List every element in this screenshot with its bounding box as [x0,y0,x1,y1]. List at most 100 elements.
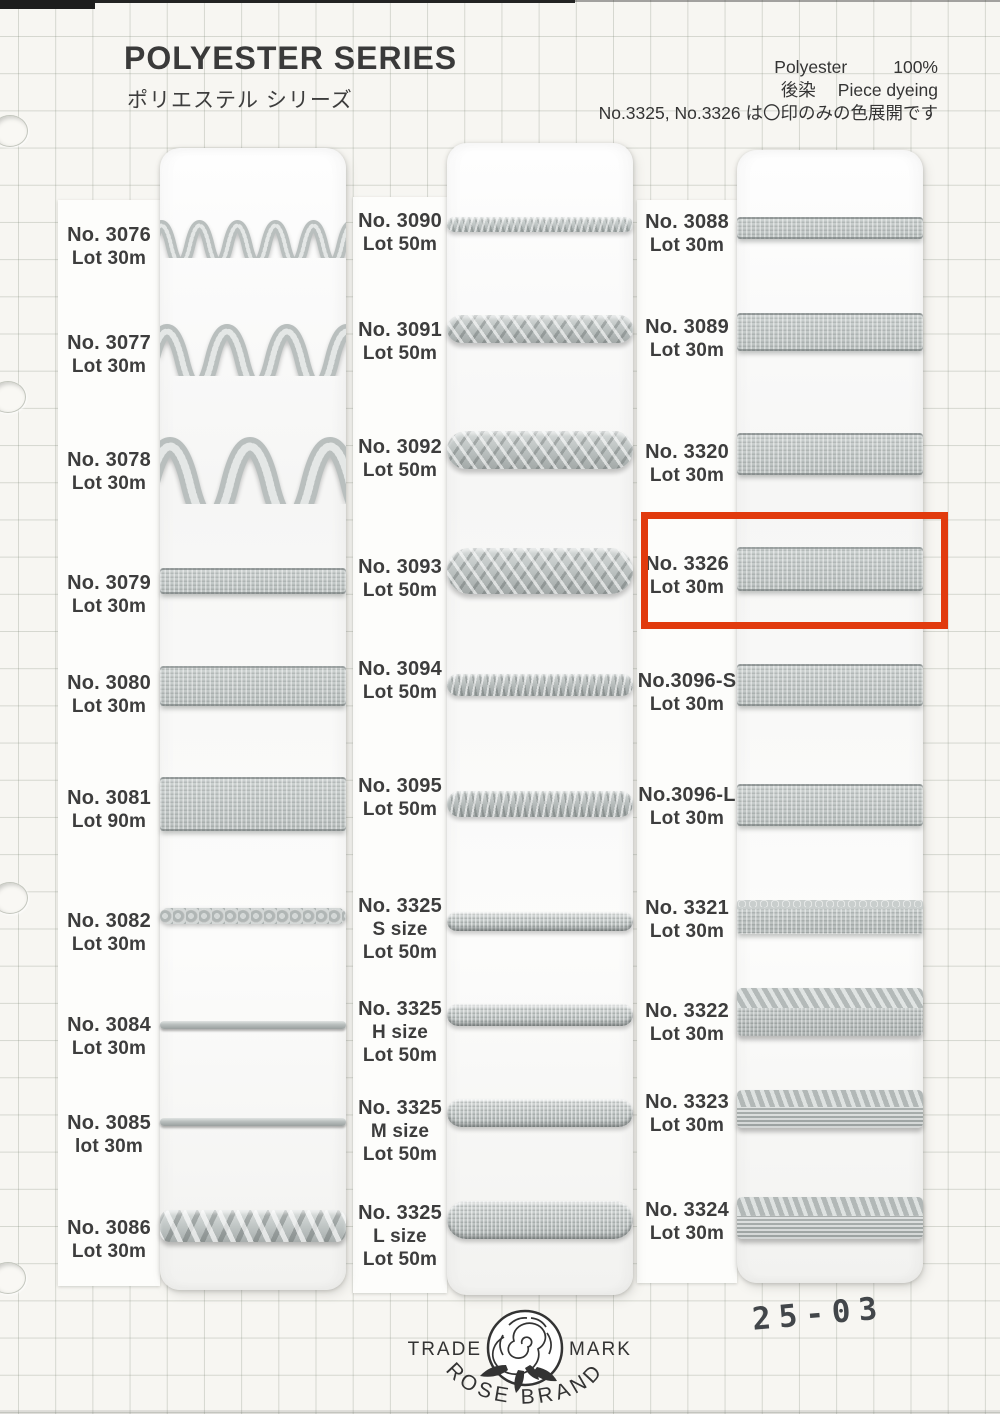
sample-chain-braid [160,908,346,924]
hole-punch [0,115,28,147]
sample-flat-braid [160,568,346,594]
trade-text: TRADE [408,1339,482,1360]
rose-icon [491,1317,552,1376]
item-label: No. 3321 Lot 30m [637,897,737,943]
item-no: No. 3325 [358,1097,442,1119]
composition-row: Polyester 100% [599,56,938,79]
item-label: No. 3078 Lot 30m [58,449,160,495]
item-lot: Lot 30m [649,465,725,486]
ricrac-wave-icon [160,437,346,504]
item-lot: Lot 90m [71,811,147,832]
item-no: No. 3094 [358,658,442,680]
item-label: No. 3084 Lot 30m [58,1014,160,1060]
item-size: L size [373,1226,427,1247]
item-lot: Lot 30m [71,1241,147,1262]
item-label: No. 3088 Lot 30m [637,211,737,257]
item-no: No. 3089 [645,316,729,338]
sample-thick-braided-cord [447,548,633,594]
label-strip-3 [637,200,737,1283]
item-lot: Lot 30m [71,356,147,377]
hole-punch [0,1262,26,1294]
sample-lip-cord [737,988,923,1036]
item-no: No. 3095 [358,775,442,797]
sample-herringbone-cord [447,674,633,696]
sample-herringbone-cord [447,791,633,817]
item-no: No. 3082 [67,910,151,932]
item-lot: Lot 30m [71,248,147,269]
item-no: No. 3321 [645,897,729,919]
item-size: S size [372,919,428,940]
rose-leaves-icon [480,1365,557,1393]
label-strip-2 [353,197,447,1293]
sample-ricrac-medium [160,304,346,376]
item-no: No. 3076 [67,224,151,246]
sample-flat-braid [737,313,923,351]
item-no: No. 3093 [358,556,442,578]
item-label: No. 3089 Lot 30m [637,316,737,362]
item-no: No. 3322 [645,1000,729,1022]
sample-ricrac-small [160,206,346,258]
item-label: No. 3092 Lot 50m [353,436,447,482]
sample-braided-cord [447,431,633,469]
item-no: No. 3091 [358,319,442,341]
item-lot: lot 30m [75,1136,143,1157]
item-label: No. 3320 Lot 30m [637,441,737,487]
item-lot: Lot 30m [71,934,147,955]
sample-flat-braid-highlighted [737,547,923,591]
sample-thick-braid [160,1210,346,1242]
ricrac-wave-icon [160,324,346,376]
hole-punch [0,381,26,413]
item-label: No. 3091 Lot 50m [353,319,447,365]
item-label: No. 3085 lot 30m [58,1112,160,1158]
item-label: No. 3094 Lot 50m [353,658,447,704]
item-lot: Lot 50m [362,1249,438,1270]
item-label: No.3096-S Lot 30m [637,670,737,716]
item-label: No. 3077 Lot 30m [58,332,160,378]
sample-gimp-braid [737,1090,923,1128]
item-lot: Lot 30m [649,1024,725,1045]
item-lot: Lot 30m [71,1038,147,1059]
sample-knit-cord [447,1099,633,1127]
sample-thin-cord [160,1021,346,1029]
item-lot: Lot 50m [362,343,438,364]
item-no: No. 3085 [67,1112,151,1134]
item-label: No. 3080 Lot 30m [58,672,160,718]
item-no: No. 3081 [67,787,151,809]
item-no: No. 3325 [358,998,442,1020]
hole-punch [0,882,28,914]
note-row: No.3325, No.3326 は〇印のみの色展開です [598,103,938,123]
sample-card-1 [160,148,346,1290]
item-label: No. 3325 S size Lot 50m [353,895,447,964]
item-lot: Lot 30m [649,694,725,715]
item-size: H size [371,1022,429,1043]
highlight-box [641,512,948,629]
item-no: No. 3079 [67,572,151,594]
scan-edge [0,1410,1000,1414]
sample-braided-cord [447,217,633,232]
sample-flat-braid [160,666,346,706]
composition-label: Polyester [774,57,848,77]
item-lot: Lot 50m [362,580,438,601]
sample-knit-cord [447,912,633,931]
item-size: M size [370,1121,430,1142]
item-lot: Lot 50m [362,460,438,481]
item-label: No. 3081 Lot 90m [58,787,160,833]
item-label: No. 3325 H size Lot 50m [353,998,447,1067]
composition-value: 100% [893,57,938,77]
item-lot: Lot 30m [649,340,725,361]
page-title: POLYESTER SERIES [124,40,458,76]
scan-edge [575,0,1000,2]
item-no: No. 3092 [358,436,442,458]
label-strip-1 [58,200,160,1286]
item-label: No. 3324 Lot 30m [637,1199,737,1245]
item-no: No. 3077 [67,332,151,354]
item-label: No. 3076 Lot 30m [58,224,160,270]
item-no: No. 3324 [645,1199,729,1221]
item-lot: Lot 30m [649,1115,725,1136]
sample-ricrac-large [160,412,346,504]
dyeing-jp: 後染 [780,80,816,100]
item-lot: Lot 50m [362,1144,438,1165]
item-label: No. 3323 Lot 30m [637,1091,737,1137]
sample-flat-braid [737,217,923,239]
